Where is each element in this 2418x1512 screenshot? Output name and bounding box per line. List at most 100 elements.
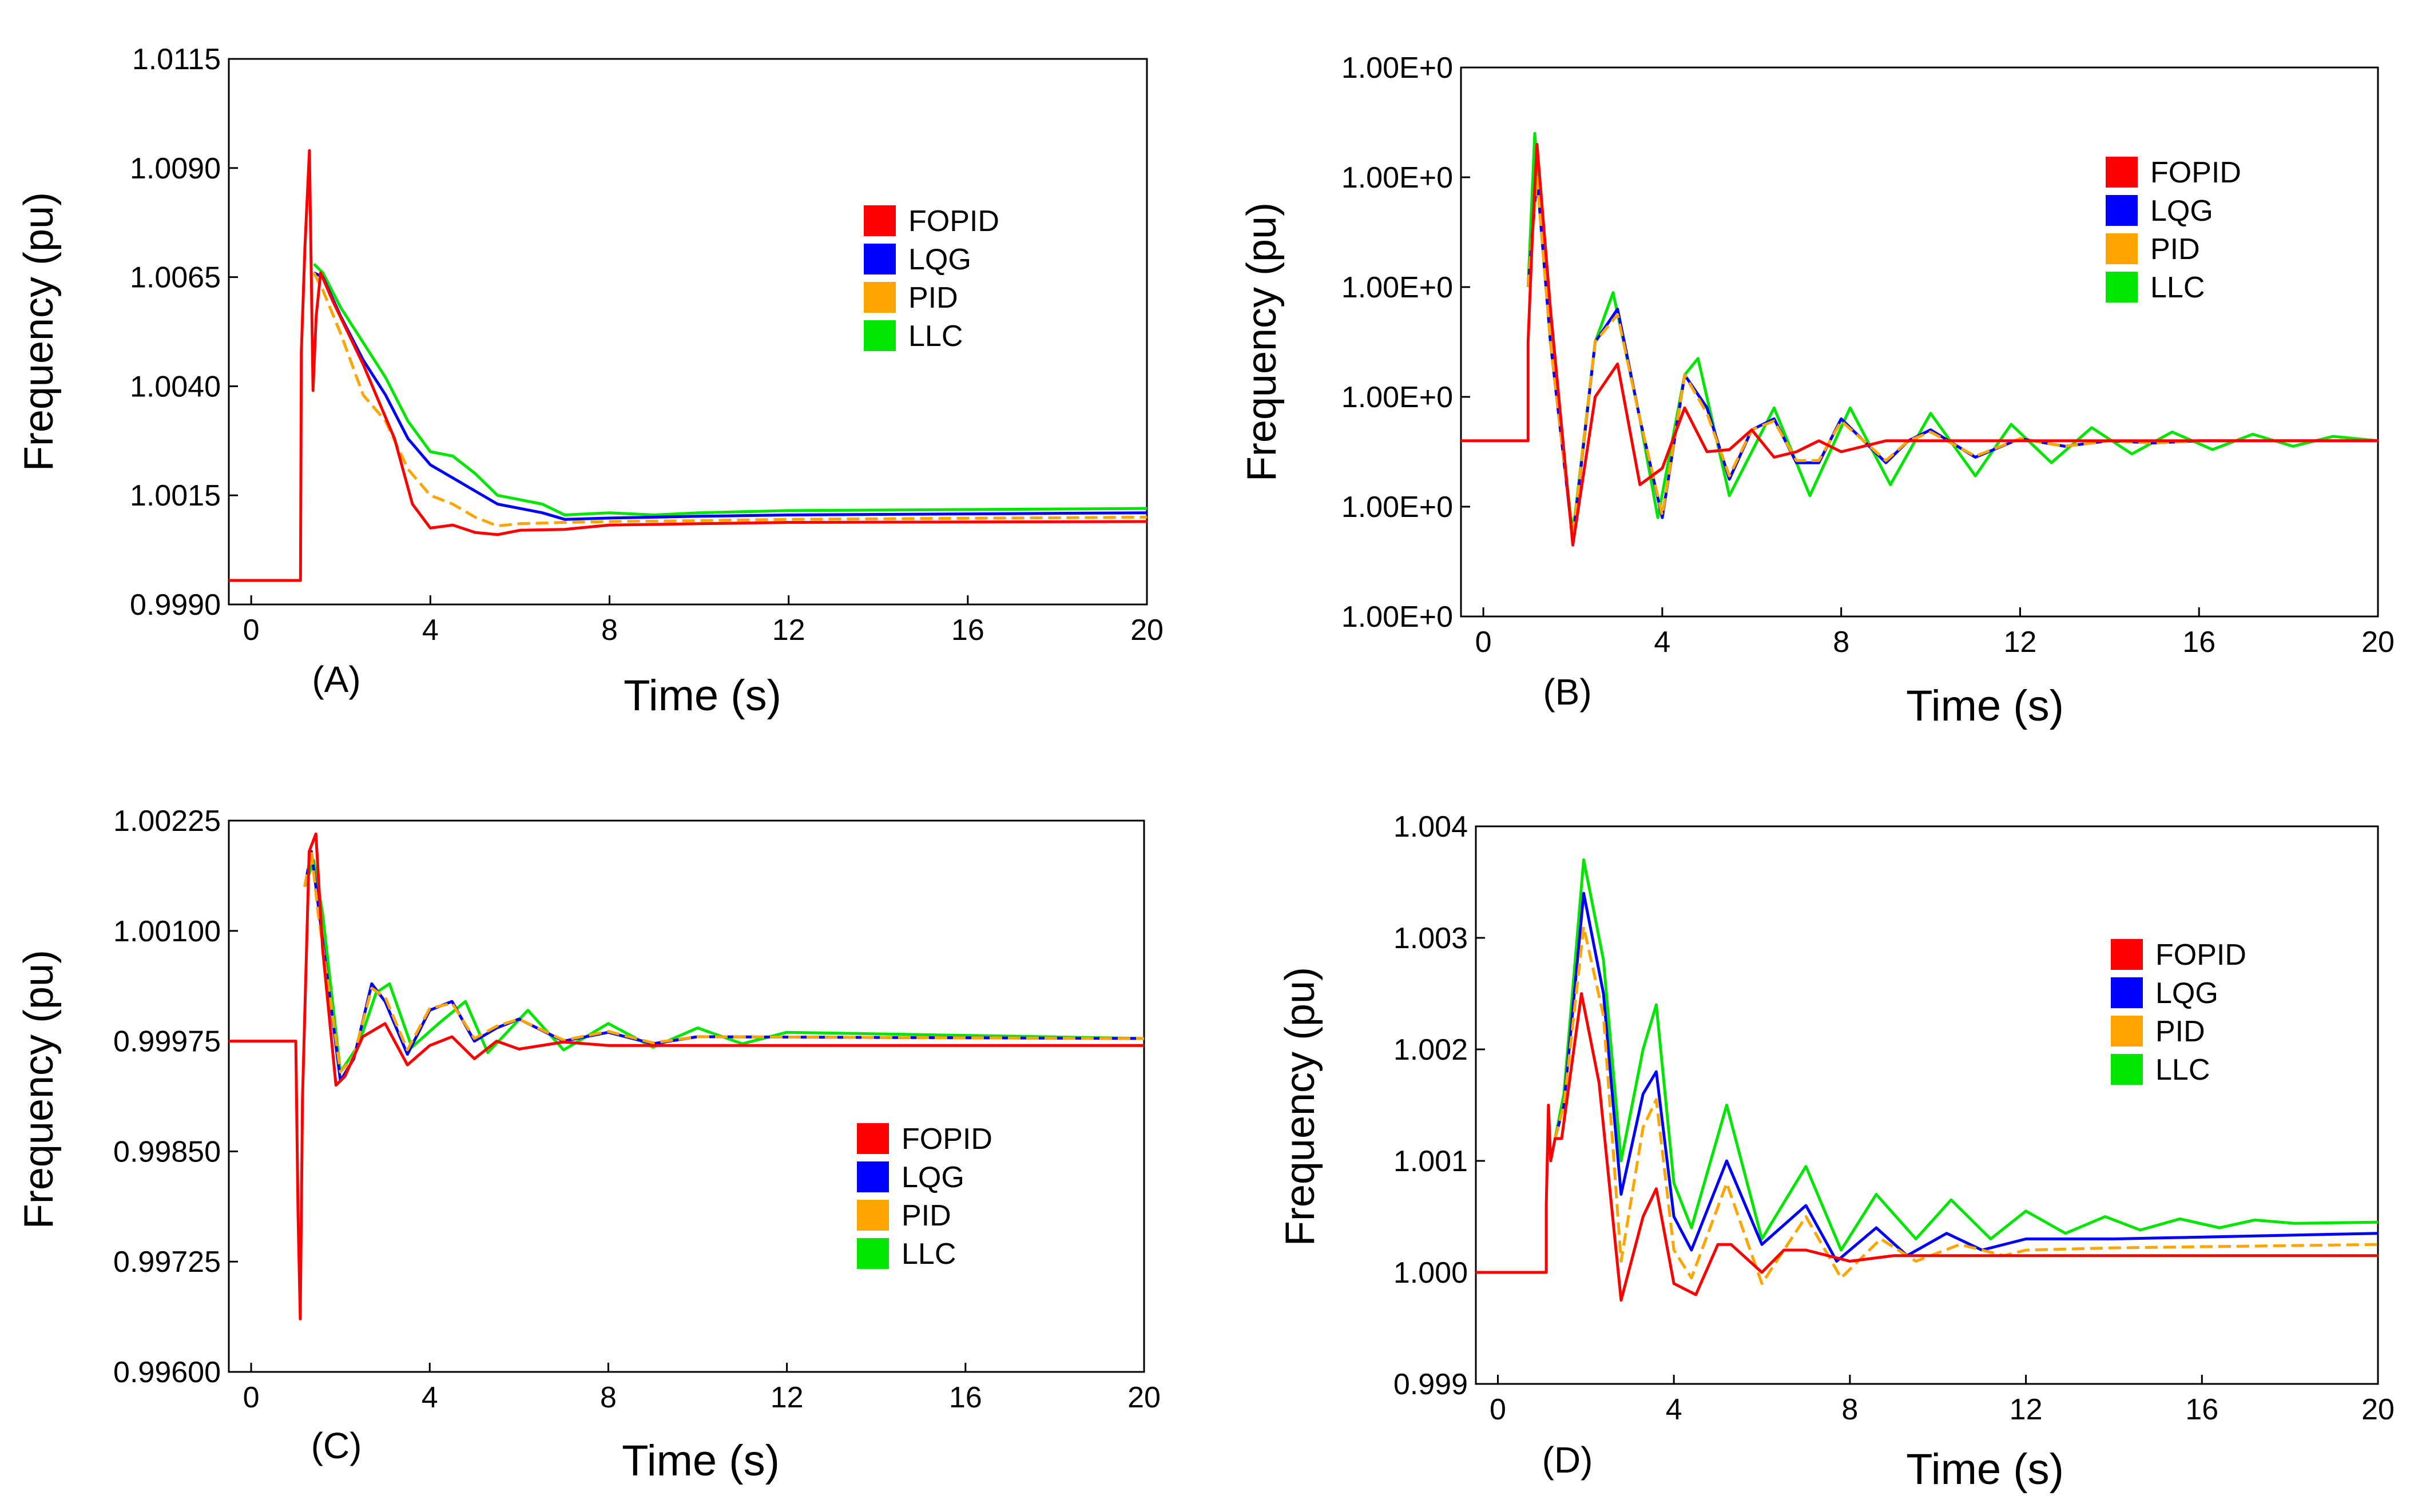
legend-item-llc: LLC (2106, 271, 2205, 304)
x-tick-label: 8 (1833, 626, 1849, 659)
series-line-fopid (1461, 142, 2378, 547)
legend-swatch-fopid (2111, 939, 2143, 970)
legend-label-lqg: LQG (908, 243, 971, 276)
legend: FOPID LQG PID LLC (864, 205, 999, 353)
legend-item-lqg: LQG (857, 1161, 964, 1194)
series-line-pid (312, 272, 1147, 528)
y-tick-label: 1.0115 (132, 43, 221, 76)
legend-item-fopid: FOPID (2106, 156, 2241, 189)
x-tick-label: 8 (601, 614, 618, 647)
legend-item-fopid: FOPID (864, 205, 999, 238)
legend-label-pid: PID (902, 1199, 951, 1232)
panel-label: (D) (1542, 1439, 1593, 1481)
legend-swatch-fopid (864, 205, 896, 236)
legend-label-fopid: FOPID (908, 205, 999, 238)
panel-label: (B) (1543, 671, 1591, 713)
y-tick-label: 0.99600 (113, 1356, 221, 1389)
x-tick-label: 0 (1475, 626, 1492, 659)
y-tick-label: 1.002 (1393, 1033, 1468, 1067)
series-layer (229, 149, 1147, 582)
legend: FOPID LQG PID LLC (857, 1123, 992, 1271)
y-tick-label: 1.0090 (130, 152, 221, 185)
legend-swatch-lqg (2106, 195, 2138, 226)
y-axis-label: Frequency (pu) (16, 950, 62, 1229)
legend-swatch-lqg (864, 244, 896, 274)
y-tick-label: 1.00E+0 (1341, 600, 1453, 634)
y-tick-label: 1.00E+0 (1341, 271, 1453, 304)
y-tick-label: 1.003 (1393, 922, 1468, 955)
x-axis-label: Time (s) (624, 671, 781, 720)
legend-label-fopid: FOPID (902, 1123, 992, 1156)
legend-label-lqg: LQG (2155, 977, 2218, 1010)
x-tick-label: 4 (1654, 626, 1670, 659)
legend-item-pid: PID (864, 281, 958, 315)
legend-label-pid: PID (2150, 233, 2200, 266)
y-tick-label: 1.00E+0 (1341, 161, 1453, 194)
legend-item-llc: LLC (864, 320, 963, 353)
y-tick-label: 0.99725 (113, 1246, 221, 1279)
legend: FOPID LQG PID LLC (2106, 156, 2241, 304)
series-line-llc (313, 262, 1147, 516)
panel-d: 0 4 8 12 16 200.9991.0001.0011.0021.0031.004 … (1277, 810, 2395, 1494)
panel-b: 0 4 8 12 16 20 1.00E+0 1.00E+0 1.00E+0 1.00E+0 1.0… (1239, 51, 2395, 730)
x-tick-label: 4 (1666, 1393, 1682, 1426)
x-tick-label: 0 (1490, 1393, 1506, 1426)
x-tick-label: 20 (2361, 1393, 2395, 1426)
x-tick-label: 8 (1841, 1393, 1858, 1426)
legend-label-pid: PID (2155, 1015, 2205, 1048)
legend-item-llc: LLC (2111, 1053, 2210, 1087)
legend-swatch-pid (2106, 233, 2138, 264)
x-tick-label: 12 (2010, 1393, 2043, 1426)
legend-label-llc: LLC (902, 1238, 956, 1271)
y-axis-label: Frequency (pu) (1239, 202, 1285, 482)
axis-ticks: 0 4 8 12 16 20 0.9990 1.0015 1.0040 1.0065 1.0090 1… (130, 43, 1164, 647)
x-tick-label: 12 (771, 1381, 804, 1414)
series-layer (1476, 858, 2378, 1302)
legend-swatch-llc (857, 1238, 889, 1269)
plot-frame (1460, 66, 2379, 618)
y-tick-label: 1.00225 (113, 805, 221, 838)
legend-label-pid: PID (908, 281, 958, 315)
panel-c: 0 4 8 12 16 20 0.99600 0.99725 0.99850 0.99975 1.0… (16, 805, 1161, 1485)
legend-label-lqg: LQG (902, 1161, 964, 1194)
y-tick-label: 1.00E+0 (1341, 51, 1453, 85)
legend-label-llc: LLC (908, 320, 963, 353)
legend-item-fopid: FOPID (2111, 938, 2246, 972)
x-axis-label: Time (s) (1906, 682, 2064, 730)
series-line-llc (1526, 132, 2378, 536)
legend-label-fopid: FOPID (2150, 156, 2241, 189)
x-tick-label: 20 (1127, 1381, 1161, 1414)
series-line-fopid (229, 832, 1144, 1320)
x-tick-label: 4 (422, 614, 439, 647)
y-tick-label: 0.9990 (130, 588, 221, 622)
legend-label-fopid: FOPID (2155, 938, 2246, 972)
y-tick-label: 0.999 (1393, 1368, 1468, 1401)
series-layer (229, 832, 1144, 1320)
x-tick-label: 16 (949, 1381, 982, 1414)
legend: FOPID LQG PID LLC (2111, 938, 2246, 1087)
y-tick-label: 0.99850 (113, 1135, 221, 1168)
legend-swatch-llc (2106, 272, 2138, 303)
legend-item-pid: PID (857, 1199, 951, 1232)
legend-item-lqg: LQG (2111, 977, 2218, 1010)
y-tick-label: 1.000 (1393, 1256, 1468, 1290)
x-tick-label: 16 (2185, 1393, 2218, 1426)
series-line-pid (1526, 176, 2378, 539)
legend-item-pid: PID (2106, 233, 2200, 266)
x-tick-label: 20 (1130, 614, 1164, 647)
y-tick-label: 1.00E+0 (1341, 491, 1453, 524)
plot-frame (1475, 825, 2379, 1385)
y-tick-label: 1.00E+0 (1341, 381, 1453, 414)
series-line-fopid (229, 149, 1147, 582)
plot-frame (228, 819, 1145, 1373)
legend-item-lqg: LQG (2106, 194, 2213, 228)
y-tick-label: 1.001 (1393, 1145, 1468, 1178)
x-tick-label: 12 (2004, 626, 2037, 659)
y-axis-label: Frequency (pu) (1277, 967, 1323, 1246)
series-layer (1461, 132, 2378, 547)
series-line-lqg (313, 271, 1147, 521)
axis-ticks: 0 4 8 12 16 20 0.999 1.000 1.001 1.002 1.003 1.004 (1393, 810, 2395, 1426)
y-axis-label: Frequency (pu) (16, 192, 62, 471)
legend-item-llc: LLC (857, 1238, 956, 1271)
y-tick-label: 1.00100 (113, 915, 221, 948)
